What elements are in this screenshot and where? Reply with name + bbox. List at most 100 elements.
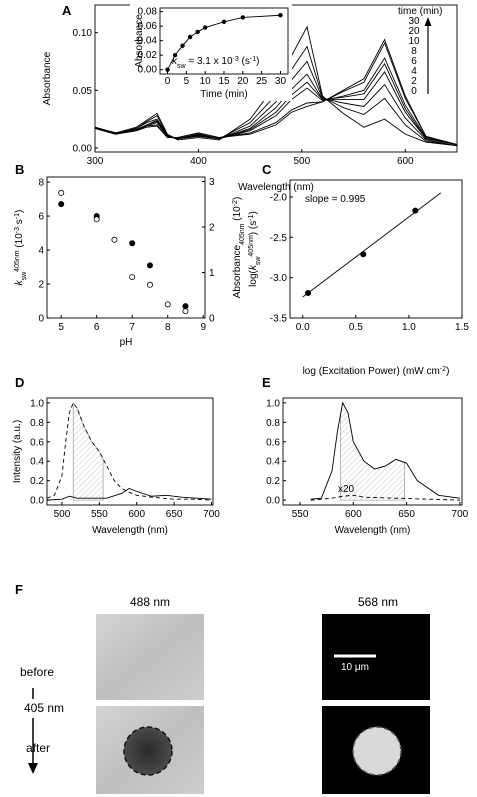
text-part: k (248, 264, 259, 270)
text-part: (10 (232, 206, 243, 224)
text-part: sw (177, 63, 187, 70)
data-point (240, 15, 246, 20)
plot-frame (46, 176, 206, 319)
text-part: ) (232, 197, 243, 200)
y-axis-label: log(ksw405nm) (s-1) (248, 211, 262, 287)
text-part: s (14, 219, 25, 227)
y-tick-label: 2 (38, 280, 44, 291)
x-tick-label: 650 (166, 509, 183, 520)
y-tick-label: 0.4 (266, 457, 280, 468)
y-tick-label: 0.08 (138, 6, 158, 17)
y-tick-label: 0.04 (138, 35, 158, 46)
text-part: ) (248, 211, 259, 214)
x-axis-label: Wavelength (nm) (238, 182, 314, 193)
panel-letter: C (262, 162, 272, 177)
legend-entry: 6 (411, 56, 417, 67)
y-axis-label: Intensity (a.u.) (12, 420, 23, 483)
text-part: ) (14, 210, 25, 213)
y-tick-label: 0.8 (266, 418, 280, 429)
text-part: log (Excitation Power) (mW cm (303, 366, 440, 377)
data-point (187, 34, 193, 40)
data-point (221, 19, 227, 24)
x-tick-label: 650 (398, 509, 415, 520)
data-point (165, 67, 170, 72)
bleached-spot (123, 726, 173, 776)
data-point (93, 216, 100, 223)
series-line (94, 57, 458, 145)
x-tick-label: 7 (129, 322, 135, 333)
y-tick-label: 6 (38, 212, 44, 223)
text-part: 405nm (239, 223, 246, 245)
annotation: x20 (338, 484, 355, 495)
data-point (58, 189, 65, 196)
data-point (146, 281, 153, 288)
y2-tick-label: 0 (209, 314, 215, 325)
x-tick-label: 600 (128, 509, 145, 520)
panel-letter: B (15, 162, 24, 177)
y-tick-label: 0.05 (73, 86, 93, 97)
y-tick-label: 0.02 (138, 50, 158, 61)
row-label: after (26, 741, 50, 755)
text-part: Absorbance (232, 244, 243, 298)
y-tick-label: -2.0 (270, 192, 288, 203)
text-part: k (14, 279, 25, 285)
x-tick-label: 8 (165, 322, 171, 333)
x-axis-label: Wavelength (nm) (92, 525, 168, 536)
series-line (310, 401, 460, 500)
text-part: 405nm (248, 235, 255, 257)
data-point (180, 43, 185, 48)
text-part: sw (21, 271, 28, 281)
data-point (129, 274, 136, 281)
data-point (172, 52, 178, 58)
series-line (94, 38, 458, 145)
x-tick-label: 25 (256, 76, 268, 87)
data-point (202, 25, 208, 30)
x-tick-label: 20 (237, 76, 249, 87)
data-point (129, 240, 136, 247)
data-point (146, 262, 153, 269)
y-axis-label: Absorbance (42, 51, 53, 105)
y2-tick-label: 3 (209, 177, 215, 188)
x-tick-label: 400 (190, 156, 207, 167)
annotation: slope = 0.995 (305, 194, 366, 205)
x-tick-label: 500 (294, 156, 311, 167)
x-tick-label: 600 (345, 509, 362, 520)
panel-letter: A (62, 3, 72, 18)
x-axis-label: Time (min) (200, 89, 247, 100)
y-tick-label: -2.5 (270, 233, 288, 244)
data-point (111, 236, 118, 243)
x-tick-label: 700 (452, 509, 469, 520)
x-axis-label: pH (120, 337, 133, 348)
plot-frame (46, 397, 214, 506)
y-tick-label: 1.0 (30, 398, 44, 409)
x-tick-label: 500 (54, 509, 71, 520)
y-tick-label: 4 (38, 246, 44, 257)
panel-letter: D (15, 375, 24, 390)
legend-entry: 8 (411, 46, 417, 57)
text-part: -1 (248, 214, 255, 220)
y2-tick-label: 1 (209, 268, 215, 279)
x-axis-label: Wavelength (nm) (335, 525, 411, 536)
shaded-area (72, 401, 104, 501)
arrow-label: 405 nm (24, 701, 64, 715)
text-part: sw (255, 256, 262, 266)
y2-axis-label: Absorbance405nm (10-2) (232, 197, 246, 299)
text-part: (10 (14, 233, 25, 251)
legend-entry: 0 (411, 86, 417, 97)
activated-spot (352, 726, 402, 776)
x-tick-label: 30 (275, 76, 287, 87)
y-tick-label: 0 (38, 314, 44, 325)
arrow-head (28, 763, 38, 774)
y-tick-label: 8 (38, 178, 44, 189)
x-axis-label: log (Excitation Power) (mW cm-2) (303, 366, 450, 378)
legend-entry: 20 (408, 26, 420, 37)
x-tick-label: 15 (218, 76, 230, 87)
data-point (278, 13, 283, 18)
legend-entry: 2 (411, 76, 417, 87)
y-tick-label: 0.2 (30, 476, 44, 487)
series-line (94, 25, 458, 147)
text-part: -2 (440, 366, 446, 373)
x-tick-label: 9 (200, 322, 206, 333)
